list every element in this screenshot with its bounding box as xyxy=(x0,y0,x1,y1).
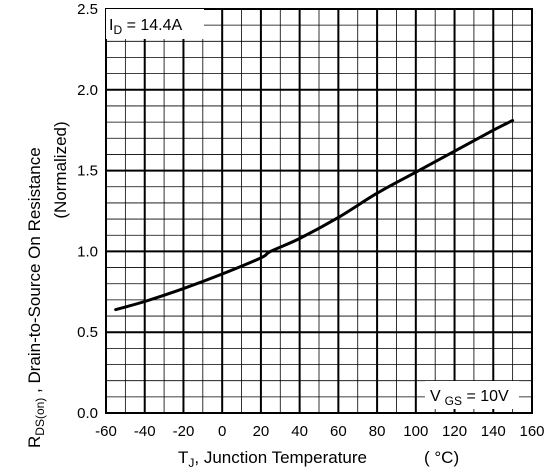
x-tick-label: 60 xyxy=(330,423,347,440)
x-axis-title: TJ, Junction Temperature xyxy=(178,448,367,470)
x-tick-label: 20 xyxy=(253,423,270,440)
series-layer xyxy=(114,119,515,312)
x-axis-unit: ( °C) xyxy=(424,448,459,467)
y-tick-label: 0.0 xyxy=(77,405,98,422)
x-tick-label: -60 xyxy=(95,423,117,440)
x-tick-label: 80 xyxy=(369,423,386,440)
series-line-0 xyxy=(114,119,515,312)
tick-layer: -60 -40 -20 0 20 40 60 80 100 120 140 160 0.0 0.5 1.0 1… xyxy=(77,1,544,440)
id-annotation-bg xyxy=(106,9,204,39)
x-tick-label: 140 xyxy=(481,423,506,440)
y-tick-label: 0.5 xyxy=(77,324,98,341)
y-tick-label: 1.5 xyxy=(77,163,98,180)
vgs-annotation: V GS = 10V xyxy=(430,388,509,408)
x-tick-label: 0 xyxy=(218,423,226,440)
x-tick-label: 100 xyxy=(403,423,428,440)
id-annotation: ID = 14.4A xyxy=(109,17,183,37)
x-tick-label: -40 xyxy=(134,423,156,440)
y-axis-title-normalized: (Normalized) xyxy=(51,121,70,218)
vgs-annotation-bg xyxy=(425,381,519,409)
x-tick-label: 40 xyxy=(291,423,308,440)
y-axis-title: RDS(on) , Drain-to-Source On Resistance xyxy=(25,147,47,448)
y-tick-label: 2.0 xyxy=(77,82,98,99)
x-tick-label: 120 xyxy=(442,423,467,440)
plot-frame xyxy=(105,8,533,414)
x-tick-label: 160 xyxy=(519,423,544,440)
frame-layer xyxy=(105,8,533,414)
grid-layer xyxy=(105,8,533,414)
y-tick-label: 2.5 xyxy=(77,1,98,18)
y-tick-label: 1.0 xyxy=(77,243,98,260)
x-tick-label: -20 xyxy=(173,423,195,440)
